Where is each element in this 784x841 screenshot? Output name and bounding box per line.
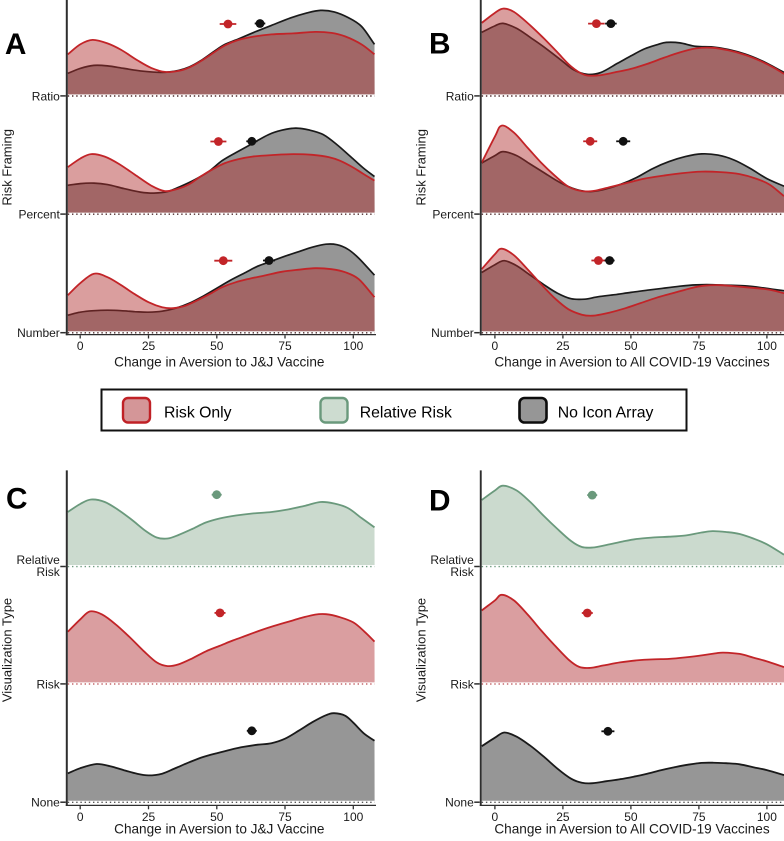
svg-text:75: 75 — [278, 810, 292, 824]
svg-text:Ratio: Ratio — [32, 89, 60, 103]
svg-text:25: 25 — [556, 339, 570, 353]
svg-text:0: 0 — [77, 810, 84, 824]
svg-text:Risk: Risk — [36, 677, 60, 691]
svg-text:Percent: Percent — [432, 208, 474, 222]
svg-text:A: A — [5, 28, 27, 61]
svg-text:0: 0 — [77, 339, 84, 353]
svg-text:75: 75 — [278, 339, 292, 353]
svg-text:100: 100 — [757, 339, 777, 353]
svg-text:50: 50 — [210, 339, 224, 353]
svg-text:Relative: Relative — [16, 553, 60, 567]
svg-text:None: None — [445, 796, 474, 810]
svg-text:25: 25 — [556, 810, 570, 824]
svg-text:Visualization Type: Visualization Type — [414, 598, 429, 702]
svg-text:C: C — [6, 482, 28, 515]
svg-text:Risk Only: Risk Only — [164, 404, 232, 421]
svg-text:Number: Number — [431, 326, 474, 340]
svg-text:Change in Aversion to All COVI: Change in Aversion to All COVID-19 Vacci… — [494, 821, 769, 836]
svg-text:Risk: Risk — [450, 677, 474, 691]
svg-text:None: None — [31, 796, 60, 810]
svg-text:Relative: Relative — [430, 553, 474, 567]
svg-text:Visualization Type: Visualization Type — [0, 598, 15, 702]
svg-text:Percent: Percent — [18, 208, 60, 222]
svg-text:50: 50 — [624, 339, 638, 353]
svg-text:Risk: Risk — [36, 565, 60, 579]
svg-text:Risk Framing: Risk Framing — [414, 129, 429, 206]
svg-text:0: 0 — [492, 339, 499, 353]
svg-text:Risk Framing: Risk Framing — [0, 129, 15, 206]
svg-text:25: 25 — [142, 339, 156, 353]
svg-text:50: 50 — [210, 810, 224, 824]
svg-text:100: 100 — [757, 810, 777, 824]
svg-text:75: 75 — [692, 339, 706, 353]
svg-text:100: 100 — [343, 810, 363, 824]
svg-text:Risk: Risk — [450, 565, 474, 579]
svg-text:50: 50 — [624, 810, 638, 824]
svg-text:Change in Aversion to J&J Vacc: Change in Aversion to J&J Vaccine — [114, 821, 324, 836]
svg-text:B: B — [429, 28, 451, 61]
svg-text:Change in Aversion to J&J Vacc: Change in Aversion to J&J Vaccine — [114, 354, 324, 369]
svg-text:100: 100 — [343, 339, 363, 353]
svg-text:75: 75 — [692, 810, 706, 824]
svg-text:Change in Aversion to All COVI: Change in Aversion to All COVID-19 Vacci… — [494, 354, 769, 369]
svg-text:No Icon Array: No Icon Array — [558, 404, 654, 421]
svg-text:0: 0 — [492, 810, 499, 824]
svg-text:25: 25 — [142, 810, 156, 824]
svg-text:D: D — [429, 484, 451, 517]
svg-text:Ratio: Ratio — [446, 89, 474, 103]
svg-text:Relative Risk: Relative Risk — [360, 404, 452, 421]
svg-text:Number: Number — [17, 326, 60, 340]
